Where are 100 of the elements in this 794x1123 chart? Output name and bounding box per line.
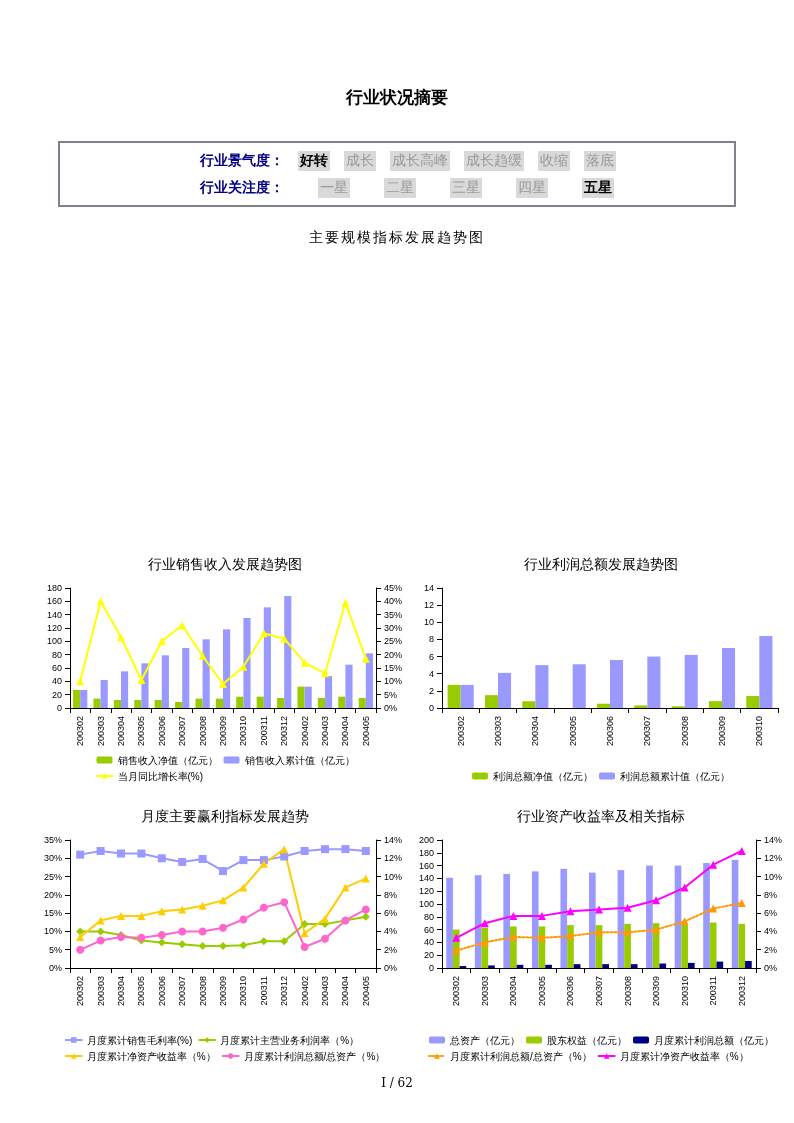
y-tick-label: 80	[51, 649, 62, 660]
text: 收缩	[538, 151, 570, 171]
bar	[602, 964, 609, 968]
y-tick-label: 120	[46, 623, 62, 633]
y2-tick-label: 0%	[384, 703, 398, 713]
point	[709, 904, 718, 913]
bar	[93, 698, 101, 708]
bar	[646, 865, 653, 968]
y-tick-label: 60	[51, 663, 62, 673]
bar	[535, 665, 549, 708]
y-tick-label: 80	[423, 911, 434, 922]
y-tick-label: 60	[423, 924, 434, 935]
legend-label: 月度累计净资产收益率（%）	[86, 1050, 216, 1062]
y-tick-label: 2	[428, 685, 434, 696]
y2-tick-label: 15%	[384, 663, 403, 673]
y2-tick-label: 2%	[764, 944, 778, 955]
x-tick-label: 200310	[238, 976, 249, 1007]
text: 四星	[516, 178, 548, 198]
text: 行业状况摘要	[345, 86, 449, 109]
bar	[484, 695, 498, 708]
y2-tick-label: 6%	[384, 908, 398, 919]
legend-label: 利润总额累计值（亿元）	[620, 770, 730, 782]
bar	[284, 596, 292, 708]
x-tick-label: 200306	[156, 976, 167, 1007]
bar	[243, 618, 251, 708]
legend-label: 总资产（亿元）	[449, 1034, 520, 1046]
x-tick-label: 200302	[451, 976, 462, 1007]
y2-tick-label: 45%	[384, 583, 403, 593]
point	[623, 903, 632, 912]
text: 主要规模指标发展趋势图	[308, 229, 486, 247]
y2-tick-label: 14%	[384, 835, 403, 845]
bar	[745, 960, 752, 968]
x-tick-label: 200403	[320, 716, 330, 747]
point	[117, 849, 125, 858]
y-tick-label: 160	[46, 596, 62, 607]
x-tick-label: 200306	[605, 716, 615, 747]
y-tick-label: 10%	[43, 926, 62, 937]
x-tick-label: 200309	[218, 976, 228, 1007]
text: 成长高峰	[390, 151, 450, 171]
point	[117, 911, 125, 920]
legend-label: 月度累计销售毛利率(%)	[86, 1034, 193, 1046]
y-tick-label: 5%	[48, 944, 62, 955]
x-tick-label: 200304	[116, 976, 126, 1007]
point	[259, 903, 268, 912]
bar	[522, 701, 536, 708]
bar	[630, 964, 638, 968]
y2-tick-label: 0%	[764, 963, 778, 973]
bar	[223, 629, 231, 708]
x-tick-label: 200303	[493, 716, 503, 747]
point	[341, 845, 350, 854]
x-tick-label: 200404	[340, 976, 351, 1007]
x-tick-label: 200312	[279, 716, 290, 747]
point	[137, 911, 146, 920]
point	[157, 931, 166, 940]
y-tick-label: 120	[418, 886, 434, 897]
point	[280, 937, 289, 946]
y2-tick-label: 10%	[384, 871, 403, 882]
point	[300, 942, 309, 951]
bar	[365, 653, 373, 708]
x-tick-label: 200307	[177, 976, 188, 1007]
y-tick-label: 25%	[43, 871, 62, 882]
x-tick-label: 200405	[360, 716, 371, 747]
y-tick-label: 140	[418, 873, 434, 884]
bar	[503, 873, 511, 968]
point	[178, 940, 187, 949]
y2-tick-label: 30%	[384, 623, 403, 633]
x-tick-label: 200309	[651, 976, 662, 1007]
y-tick-label: 20	[423, 950, 434, 961]
bar	[572, 664, 586, 708]
x-tick-label: 200310	[238, 716, 249, 747]
y-tick-label: 15%	[43, 908, 62, 919]
bar	[610, 660, 624, 708]
chart-title: 行业销售收入发展趋势图	[148, 556, 302, 572]
bar	[317, 698, 325, 708]
text: 落底	[584, 151, 616, 171]
point	[361, 912, 370, 921]
point	[178, 927, 187, 936]
y2-tick-label: 4%	[384, 926, 398, 937]
point	[198, 927, 207, 936]
bar	[100, 680, 108, 708]
bar	[161, 655, 169, 708]
x-tick-label: 200308	[622, 976, 633, 1007]
y-tick-label: 4	[428, 668, 434, 679]
x-tick-label: 200305	[136, 976, 147, 1007]
y-tick-label: 20%	[43, 889, 62, 900]
point	[321, 934, 329, 943]
point	[117, 633, 125, 642]
bar	[256, 696, 264, 708]
text: 一星	[318, 178, 350, 198]
x-tick-label: 200305	[136, 716, 147, 747]
point	[300, 846, 309, 855]
y2-tick-label: 12%	[764, 853, 783, 864]
x-tick-label: 200307	[594, 976, 604, 1007]
bar	[709, 922, 717, 968]
x-tick-label: 200310	[679, 976, 690, 1007]
bar	[746, 696, 760, 708]
point	[709, 860, 718, 869]
bar	[121, 671, 129, 708]
point	[157, 938, 166, 947]
y-tick-label: 100	[46, 636, 62, 647]
